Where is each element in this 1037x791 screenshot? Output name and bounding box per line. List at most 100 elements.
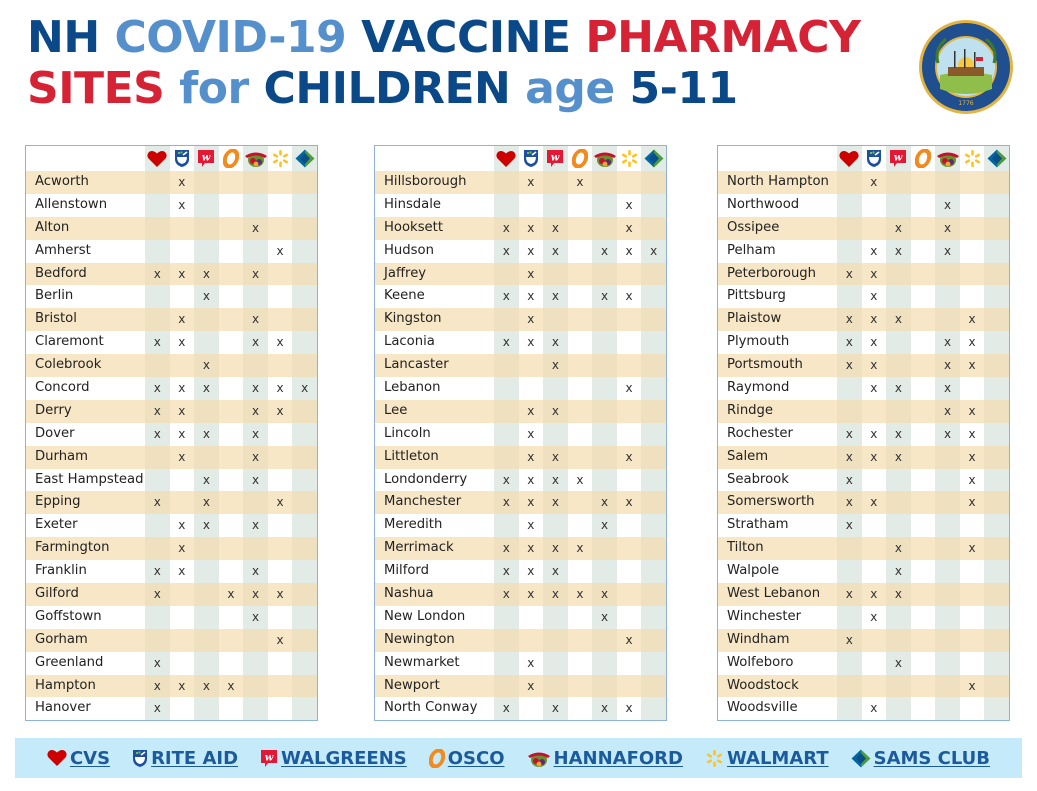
- legend-link-walgreens[interactable]: w WALGREENS: [260, 748, 407, 769]
- legend-link-riteaid[interactable]: RITE AID: [132, 748, 238, 769]
- legend-link-hannaford[interactable]: HANNAFORD: [527, 748, 683, 769]
- site-cell-hannaford: x: [243, 468, 268, 492]
- site-cell-hannaford: x: [935, 193, 960, 217]
- site-cell-osco: [219, 217, 244, 240]
- pharmacy-table-1: w Acworth x Allenstown x Alton x Amherst x Bedfo…: [25, 145, 318, 722]
- site-cell-hannaford: [935, 308, 960, 332]
- title-segment: NH: [27, 12, 115, 63]
- header-samsclub-cell: [641, 146, 666, 171]
- legend-label[interactable]: OSCO: [447, 747, 505, 769]
- site-cell-walmart: [268, 194, 293, 217]
- site-cell-walgreens: x: [543, 491, 568, 515]
- site-cell-riteaid: x: [527, 518, 535, 533]
- site-cell-osco: [911, 537, 936, 560]
- site-cell-hannaford: [243, 697, 268, 721]
- site-cell-walgreens: [886, 171, 911, 194]
- town-name: Kingston: [384, 311, 442, 327]
- site-cell-cvs: [837, 605, 862, 629]
- site-cell-hannaford: [592, 560, 617, 584]
- site-cell-walgreens: [543, 605, 568, 629]
- town-name: Merrimack: [384, 540, 454, 556]
- legend-label[interactable]: HANNAFORD: [553, 747, 683, 769]
- site-cell-walgreens: [194, 560, 219, 584]
- legend-link-cvs[interactable]: CVS: [47, 748, 110, 769]
- site-cell-cvs: x: [837, 308, 862, 332]
- site-cell-cvs: x: [145, 331, 170, 355]
- site-cell-osco: [568, 652, 593, 675]
- site-cell-osco: [911, 606, 936, 629]
- site-cell-riteaid: x: [870, 609, 878, 624]
- site-cell-riteaid: x: [870, 335, 878, 350]
- site-cell-riteaid: [170, 217, 195, 240]
- site-cell-walmart: x: [625, 220, 633, 235]
- site-cell-walgreens: x: [543, 331, 568, 355]
- site-cell-osco: [911, 423, 936, 446]
- site-cell-walmart: [960, 514, 985, 537]
- site-cell-osco: [219, 469, 244, 492]
- header-walgreens-cell: w: [194, 146, 219, 171]
- site-cell-walgreens: [194, 605, 219, 629]
- table-row: Amherst x: [26, 239, 317, 263]
- site-cell-walgreens: x: [886, 560, 911, 584]
- site-cell-osco: [568, 446, 593, 469]
- legend-link-osco[interactable]: OSCO: [428, 747, 505, 769]
- legend-link-samsclub[interactable]: SAMS CLUB: [851, 748, 990, 769]
- site-cell-samsclub: [292, 399, 317, 423]
- site-cell-walgreens: x: [194, 377, 219, 400]
- table-row: Winchester x: [718, 605, 1009, 629]
- site-cell-riteaid: x: [527, 587, 535, 602]
- site-cell-samsclub: [292, 285, 317, 309]
- legend-label[interactable]: RITE AID: [151, 747, 239, 769]
- site-cell-cvs: x: [494, 468, 519, 492]
- site-cell-hannaford: x: [243, 308, 268, 332]
- legend-label[interactable]: CVS: [69, 747, 111, 769]
- site-cell-walmart: [268, 560, 293, 583]
- title-segment: CHILDREN: [263, 63, 526, 114]
- site-cell-samsclub: [984, 171, 1009, 194]
- table-row: Windham x: [718, 628, 1009, 652]
- town-name: Northwood: [727, 196, 800, 212]
- osco-o-icon: [222, 149, 239, 168]
- site-cell-hannaford: [243, 354, 268, 378]
- walmart-spark-icon: [271, 149, 290, 168]
- site-cell-samsclub: [984, 377, 1009, 400]
- site-cell-riteaid: x: [178, 449, 186, 464]
- site-cell-cvs: x: [837, 628, 862, 652]
- walmart-spark-icon: [620, 149, 639, 168]
- table-row: East Hampstead x x: [26, 468, 317, 492]
- table-row: Derry x x x x: [26, 399, 317, 423]
- site-cell-hannaford: [935, 491, 960, 515]
- legend-link-walmart[interactable]: WALMART: [705, 748, 829, 769]
- table-row: Plaistow x x x x: [718, 308, 1009, 332]
- site-cell-samsclub: [641, 468, 666, 492]
- legend-label[interactable]: WALMART: [726, 747, 829, 769]
- site-cell-cvs: [837, 560, 862, 584]
- town-name: Windham: [727, 631, 790, 647]
- svg-text:w: w: [894, 153, 903, 164]
- table-header-row: w: [718, 146, 1009, 171]
- site-cell-riteaid: x: [527, 403, 535, 418]
- site-cell-hannaford: [935, 583, 960, 606]
- site-cell-walmart: [960, 240, 985, 263]
- legend-label[interactable]: WALGREENS: [281, 747, 407, 769]
- site-cell-walgreens: [543, 628, 568, 652]
- site-cell-riteaid: x: [870, 175, 878, 189]
- site-cell-walgreens: [194, 331, 219, 355]
- table-row: Hillsborough x x: [375, 171, 666, 194]
- site-cell-cvs: [837, 239, 862, 263]
- pharmacy-table-2: w Hillsborough x x Hinsdale x Hooksett x x x x Hud…: [374, 145, 667, 722]
- site-cell-riteaid: x: [527, 655, 535, 670]
- town-name: Alton: [35, 219, 70, 235]
- site-cell-samsclub: [292, 605, 317, 629]
- site-cell-osco: [568, 263, 593, 286]
- site-cell-hannaford: [243, 239, 268, 263]
- site-cell-riteaid: [519, 606, 544, 629]
- site-cell-walgreens: x: [543, 537, 568, 561]
- site-cell-riteaid: x: [527, 289, 535, 304]
- legend-label[interactable]: SAMS CLUB: [873, 747, 991, 769]
- site-cell-cvs: [494, 628, 519, 652]
- site-cell-samsclub: [984, 697, 1009, 721]
- site-cell-osco: [219, 194, 244, 217]
- town-name: Peterborough: [727, 265, 817, 281]
- site-cell-hannaford: [243, 537, 268, 561]
